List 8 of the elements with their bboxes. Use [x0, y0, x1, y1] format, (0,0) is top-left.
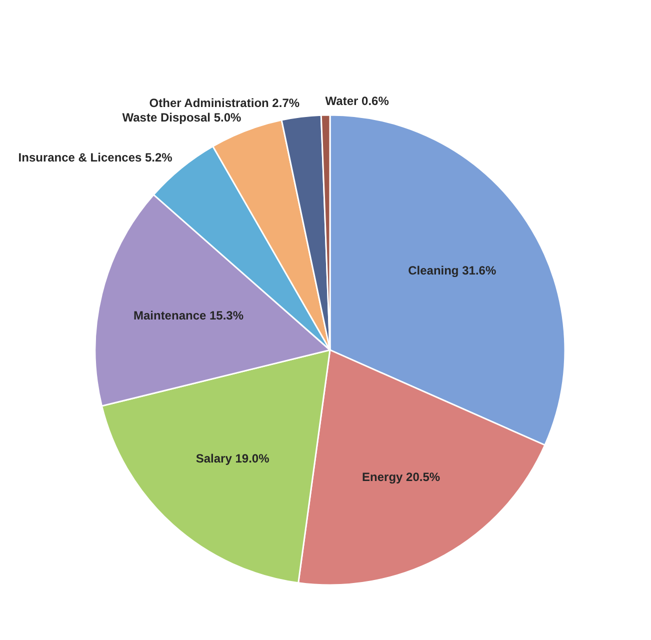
slice-label: Water 0.6% — [325, 94, 390, 108]
slice-label: Waste Disposal 5.0% — [122, 110, 242, 124]
slice-label: Maintenance 15.3% — [133, 308, 244, 322]
slice-label: Cleaning 31.6% — [408, 264, 496, 278]
slice-label: Salary 19.0% — [196, 451, 270, 466]
slice-label: Insurance & Licences 5.2% — [18, 150, 173, 164]
slice-label: Energy 20.5% — [362, 470, 440, 484]
slice-label: Other Administration 2.7% — [149, 96, 300, 110]
